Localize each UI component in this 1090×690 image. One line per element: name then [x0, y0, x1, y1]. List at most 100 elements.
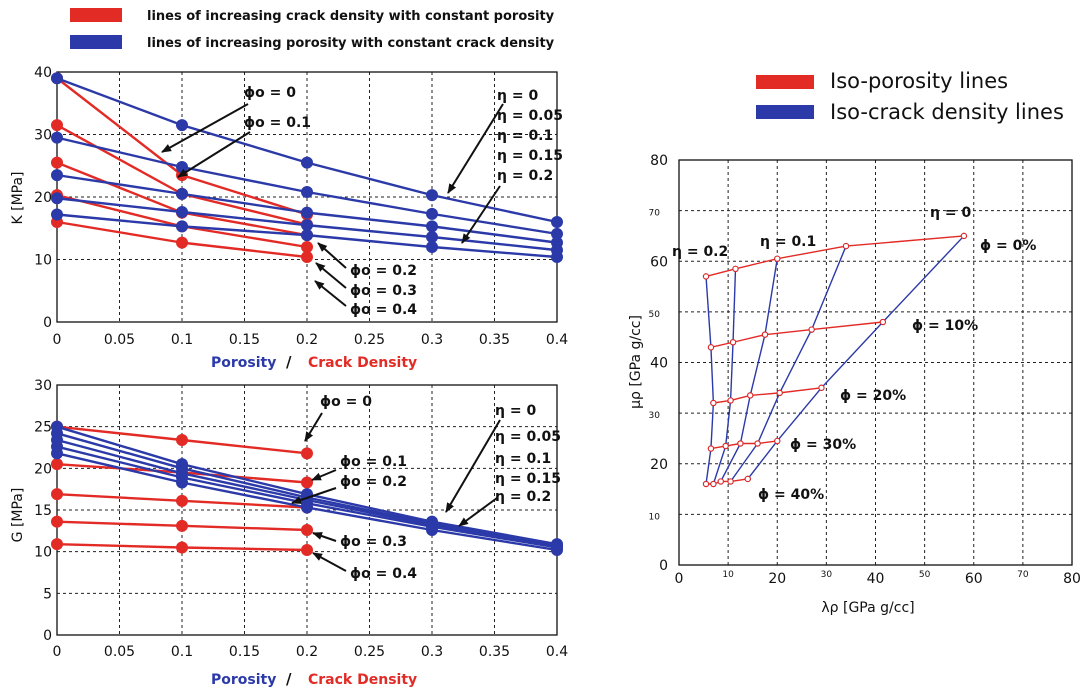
- crack-density-series-point: [51, 538, 63, 551]
- porosity-series-point: [551, 544, 563, 556]
- x-tick-label: 80: [1063, 571, 1081, 587]
- porosity-series-point: [426, 524, 438, 536]
- annotation-arrow: [447, 103, 504, 194]
- x-label-porosity: Porosity: [211, 355, 276, 371]
- annotation-phi0: ϕo = 0: [244, 85, 296, 101]
- annotation-eta05: η = 0.05: [495, 429, 561, 445]
- x-tick-label: 0.3: [421, 644, 443, 660]
- iso-porosity-series-point: [744, 475, 751, 483]
- iso-porosity-series-point: [761, 331, 769, 338]
- chart-ticks: 0 10 20 30 40 50 60 70 80 0 10 20 30 40 50 60 70 80: [649, 153, 1081, 587]
- porosity-series-point: [51, 208, 63, 221]
- annotation-arrow: [312, 552, 347, 572]
- annotation-arrow: [161, 103, 249, 153]
- annotation-eta2: η = 0.2: [495, 489, 551, 505]
- porosity-series-point: [51, 131, 63, 144]
- legend-blue-swatch: [70, 35, 122, 49]
- porosity-series-point: [51, 72, 63, 85]
- porosity-series-point: [301, 219, 313, 232]
- annotation-phi1: ϕo = 0.1: [244, 115, 311, 131]
- y-tick-label: 25: [34, 420, 52, 436]
- x-label-crack: Crack Density: [308, 672, 417, 688]
- x-tick-label: 10: [722, 570, 734, 580]
- iso-porosity-series-point: [776, 389, 783, 397]
- iso-porosity-series-point: [747, 392, 754, 399]
- y-tick-label: 10: [649, 512, 661, 522]
- annotation-phi30: ϕ = 30%: [790, 437, 856, 453]
- crack-density-series-point: [301, 251, 313, 263]
- annotation-phi0: ϕ = 0%: [980, 238, 1036, 254]
- porosity-series-point: [301, 229, 313, 242]
- porosity-series-point: [51, 192, 63, 205]
- chart-series: [51, 420, 563, 556]
- legend-blue-swatch: [756, 105, 814, 119]
- legend-red-label: Iso-porosity lines: [830, 69, 1008, 93]
- annotations: η = 0 η = 0.1 η = 0.2 ϕ = 0% ϕ = 10% ϕ =…: [672, 205, 1036, 503]
- annotation-arrow: [311, 469, 337, 481]
- porosity-series-point: [551, 216, 563, 228]
- y-tick-label: 70: [649, 209, 661, 219]
- legend-red-swatch: [756, 75, 814, 89]
- chart-k-modulus: 0 0.05 0.1 0.15 0.2 0.25 0.3 0.35 0.4 0 10 20 30 40 K…: [10, 65, 568, 371]
- annotation-arrow: [312, 532, 337, 542]
- plot-frame: [56, 384, 558, 636]
- chart-grid: [678, 159, 1073, 566]
- chart-series: [51, 72, 563, 263]
- annotation-phi0: ϕo = 0: [320, 394, 372, 410]
- porosity-series-point: [176, 161, 188, 173]
- x-tick-label: 0: [53, 332, 62, 348]
- iso-porosity-series-point: [732, 265, 739, 272]
- annotation-phi20: ϕ = 20%: [840, 388, 906, 404]
- chart-g-modulus: 0 0.05 0.1 0.15 0.2 0.25 0.3 0.35 0.4 0 5 10 15 20 25 3…: [10, 378, 568, 688]
- crack-density-series-point: [51, 458, 63, 471]
- x-tick-label: 0.2: [296, 332, 318, 348]
- iso-porosity-series-point: [960, 232, 968, 240]
- x-tick-label: 0.05: [104, 332, 135, 348]
- y-tick-label: 40: [650, 356, 668, 372]
- iso-porosity-series-point: [710, 399, 717, 407]
- y-tick-label: 80: [650, 153, 668, 169]
- x-tick-label: 0.15: [229, 332, 260, 348]
- annotation-phi2: ϕo = 0.2: [350, 263, 417, 279]
- annotation-arrow: [314, 280, 347, 307]
- x-tick-label: 50: [919, 570, 931, 580]
- porosity-series-point: [426, 207, 438, 220]
- annotation-eta15: η = 0.15: [497, 148, 563, 164]
- porosity-series-point: [426, 189, 438, 202]
- legend-blue-label: Iso-crack density lines: [830, 100, 1064, 124]
- annotation-eta2: η = 0.2: [497, 168, 553, 184]
- x-label-porosity: Porosity: [211, 672, 276, 688]
- crack-density-series-point: [176, 541, 188, 554]
- crack-density-series-point: [51, 119, 63, 132]
- y-tick-label: 20: [34, 461, 52, 477]
- x-tick-label: 0.4: [546, 332, 568, 348]
- iso-porosity-series-point: [707, 445, 715, 452]
- x-tick-label: 30: [821, 570, 833, 580]
- porosity-series-point: [301, 206, 313, 219]
- y-tick-label: 0: [659, 558, 668, 574]
- porosity-series-point: [301, 156, 313, 169]
- annotation-arrow: [317, 242, 347, 269]
- chart-lambda-mu-rho: 0 10 20 30 40 50 60 70 80 0 10 20 30 40 50 60 70 80 μρ [G…: [628, 153, 1081, 616]
- iso-porosity-series-point: [727, 478, 734, 485]
- iso-porosity-series-point: [717, 478, 724, 485]
- crack-density-series-point: [176, 519, 188, 532]
- annotation-eta1: η = 0.1: [497, 128, 553, 144]
- annotation-phi4: ϕo = 0.4: [350, 566, 417, 582]
- iso-porosity-series-point: [710, 480, 717, 488]
- legend-red-label: lines of increasing crack density with c…: [147, 9, 555, 24]
- iso-porosity-series-point: [737, 440, 744, 447]
- annotation-eta0: η = 0: [497, 88, 538, 104]
- annotation-phi1: ϕo = 0.1: [340, 454, 407, 470]
- crack-density-series-point: [301, 476, 313, 489]
- annotation-arrow: [458, 497, 498, 527]
- annotation-eta2: η = 0.2: [672, 244, 728, 260]
- legend-red-swatch: [70, 8, 122, 22]
- porosity-series-point: [51, 169, 63, 182]
- y-tick-label: 50: [649, 310, 661, 320]
- x-tick-label: 60: [965, 571, 983, 587]
- porosity-series-point: [51, 447, 63, 460]
- y-tick-label: 60: [650, 254, 668, 270]
- x-label-crack: Crack Density: [308, 355, 417, 371]
